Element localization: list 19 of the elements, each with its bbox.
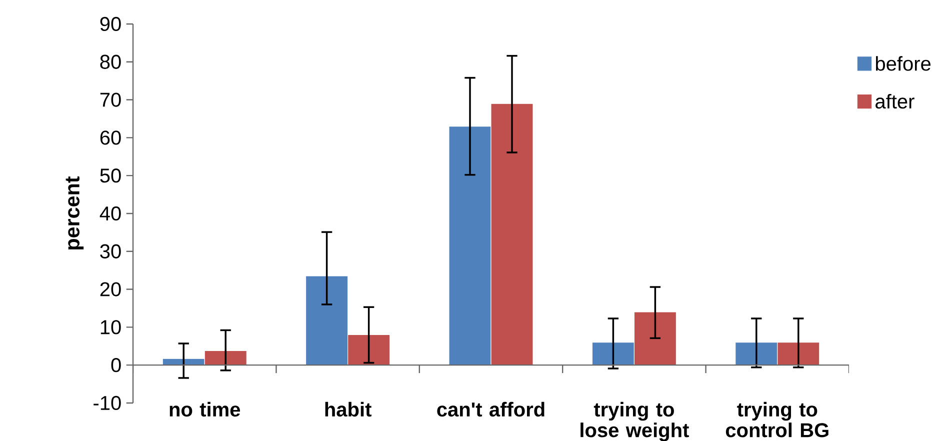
- x-tick-label: trying to control BG: [726, 402, 828, 438]
- legend-label: after: [876, 94, 914, 108]
- legend-label: before: [876, 56, 931, 71]
- x-tick-label: trying to lose weight: [580, 402, 689, 441]
- y-tick-label: 70: [100, 92, 121, 107]
- y-axis-title: percent: [66, 176, 84, 250]
- x-tick-label: no time: [170, 402, 240, 416]
- x-tick-label: can't afford: [437, 402, 544, 416]
- y-tick-label: 10: [100, 320, 121, 334]
- y-tick-label: 60: [100, 130, 121, 145]
- y-tick-label: 40: [100, 206, 121, 220]
- y-tick-label: -10: [94, 396, 121, 410]
- y-tick-label: 30: [100, 244, 121, 258]
- y-tick-label: 80: [100, 54, 121, 69]
- y-tick-label: 20: [100, 282, 121, 296]
- x-tick-label: habit: [325, 402, 372, 416]
- y-tick-label: 90: [100, 16, 121, 31]
- y-tick-label: 0: [111, 358, 121, 372]
- y-tick-label: 50: [100, 168, 121, 182]
